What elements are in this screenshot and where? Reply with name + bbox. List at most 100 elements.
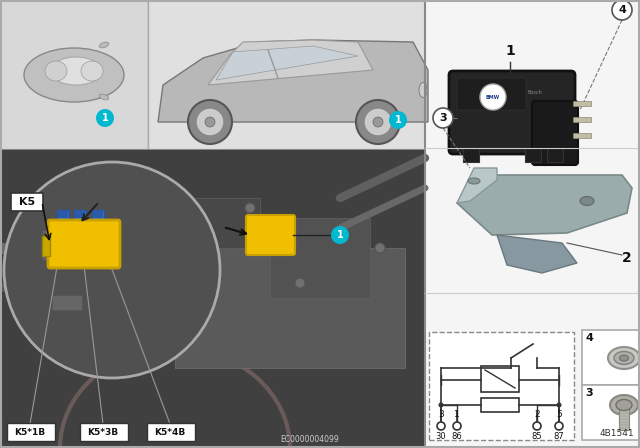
Ellipse shape <box>24 48 124 102</box>
Bar <box>481 398 519 412</box>
Bar <box>0 150 425 448</box>
Bar <box>573 101 591 106</box>
Text: 1: 1 <box>337 230 344 240</box>
Text: 30: 30 <box>436 431 446 440</box>
Bar <box>619 404 629 430</box>
FancyBboxPatch shape <box>449 71 575 154</box>
Polygon shape <box>208 40 373 85</box>
Circle shape <box>375 243 385 253</box>
Bar <box>582 330 640 385</box>
FancyBboxPatch shape <box>7 423 55 441</box>
Text: 1: 1 <box>505 44 515 58</box>
Text: K5*4B: K5*4B <box>154 427 186 436</box>
FancyBboxPatch shape <box>457 78 526 110</box>
Text: 3: 3 <box>439 113 447 123</box>
Text: 2: 2 <box>622 251 632 265</box>
FancyBboxPatch shape <box>48 220 120 268</box>
Text: 85: 85 <box>532 431 542 440</box>
Bar <box>74 210 86 232</box>
Text: 1: 1 <box>102 113 108 123</box>
Circle shape <box>331 226 349 244</box>
Circle shape <box>438 402 444 408</box>
Text: BMW: BMW <box>486 95 500 99</box>
Ellipse shape <box>620 355 628 361</box>
Text: 87: 87 <box>554 431 564 440</box>
Bar <box>573 117 591 122</box>
Ellipse shape <box>608 347 640 369</box>
Circle shape <box>205 117 215 127</box>
Bar <box>582 385 640 440</box>
Bar <box>270 218 370 298</box>
Text: 3: 3 <box>438 410 444 419</box>
Polygon shape <box>457 175 632 235</box>
FancyBboxPatch shape <box>246 215 295 255</box>
Bar <box>75 210 85 218</box>
Circle shape <box>453 422 461 430</box>
Circle shape <box>437 422 445 430</box>
Ellipse shape <box>616 400 632 410</box>
Text: 4: 4 <box>585 333 593 343</box>
FancyBboxPatch shape <box>80 423 128 441</box>
Bar <box>93 210 103 218</box>
Bar <box>42 236 50 256</box>
Polygon shape <box>216 46 358 80</box>
Text: 86: 86 <box>452 431 462 440</box>
Circle shape <box>557 402 561 408</box>
Ellipse shape <box>610 395 638 415</box>
Bar <box>148 0 425 150</box>
Polygon shape <box>457 168 497 203</box>
Circle shape <box>533 422 541 430</box>
Bar <box>175 248 405 368</box>
Circle shape <box>373 117 383 127</box>
Text: 2: 2 <box>534 410 540 419</box>
FancyBboxPatch shape <box>11 193 43 211</box>
Circle shape <box>96 109 114 127</box>
Circle shape <box>480 84 506 110</box>
Bar <box>573 133 591 138</box>
Bar <box>0 0 148 150</box>
Polygon shape <box>158 40 428 122</box>
Bar <box>180 198 260 248</box>
Circle shape <box>555 422 563 430</box>
Bar <box>525 148 541 162</box>
Ellipse shape <box>99 42 109 48</box>
Circle shape <box>188 100 232 144</box>
Text: K5: K5 <box>19 197 35 207</box>
Bar <box>481 366 519 392</box>
Circle shape <box>433 108 453 128</box>
Bar <box>463 148 479 162</box>
Bar <box>58 210 68 218</box>
Ellipse shape <box>50 57 102 85</box>
Circle shape <box>364 108 392 136</box>
Ellipse shape <box>580 197 594 206</box>
Text: 1: 1 <box>395 115 401 125</box>
Text: 4B1541: 4B1541 <box>600 429 634 438</box>
Bar <box>425 0 640 448</box>
Text: Bosch: Bosch <box>528 90 542 95</box>
Circle shape <box>356 100 400 144</box>
FancyBboxPatch shape <box>147 423 195 441</box>
FancyBboxPatch shape <box>532 101 578 165</box>
Ellipse shape <box>468 178 480 184</box>
Ellipse shape <box>614 352 634 365</box>
Bar <box>429 332 574 440</box>
Ellipse shape <box>419 82 427 98</box>
Circle shape <box>196 108 224 136</box>
Text: 4: 4 <box>618 5 626 15</box>
Text: K5*1B: K5*1B <box>15 427 45 436</box>
Circle shape <box>389 111 407 129</box>
Text: K5*3B: K5*3B <box>88 427 118 436</box>
Circle shape <box>612 0 632 20</box>
Bar <box>57 210 69 232</box>
Bar <box>547 148 563 162</box>
Ellipse shape <box>81 61 103 81</box>
Circle shape <box>4 162 220 378</box>
Circle shape <box>190 273 200 283</box>
Ellipse shape <box>99 94 109 100</box>
Bar <box>92 210 104 232</box>
Text: 5: 5 <box>556 410 562 419</box>
Text: 3: 3 <box>585 388 593 398</box>
Polygon shape <box>497 235 577 273</box>
Text: EC0000004099: EC0000004099 <box>280 435 339 444</box>
Ellipse shape <box>45 61 67 81</box>
